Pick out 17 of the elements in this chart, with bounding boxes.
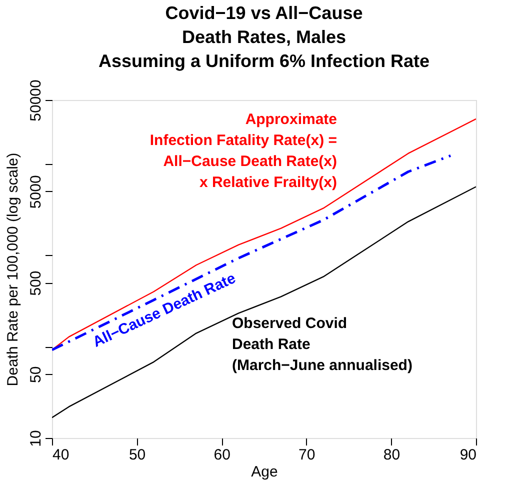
x-tick-label: 80 — [383, 446, 400, 464]
y-tick-label: 50000 — [28, 80, 44, 122]
x-tick-label: 90 — [460, 446, 476, 464]
chart-title: Covid−19 vs All−Cause Death Rates, Males Assuming a Uniform 6% Infection Rate — [98, 3, 430, 72]
y-axis-title: Death Rate per 100,000 (log scale) — [4, 152, 22, 386]
y-tick-label: 10 — [28, 430, 44, 447]
x-tick-label: 50 — [128, 446, 146, 464]
y-tick-label: 5000 — [28, 175, 44, 209]
x-tick-label: 70 — [298, 446, 316, 464]
series-label: Observed Covid Death Rate (March−June annualised) — [232, 315, 412, 374]
y-tick-label: 50 — [28, 366, 44, 383]
x-tick-label: 60 — [214, 446, 230, 464]
x-axis-title: Age — [251, 464, 278, 480]
series-label: Approximate Infection Fatality Rate(x) = All−Cause Death Rate(x) x Relative Frailty(x) — [150, 111, 338, 191]
y-tick-label: 500 — [28, 270, 44, 296]
line-series — [52, 154, 452, 352]
x-tick-label: 40 — [52, 446, 70, 464]
